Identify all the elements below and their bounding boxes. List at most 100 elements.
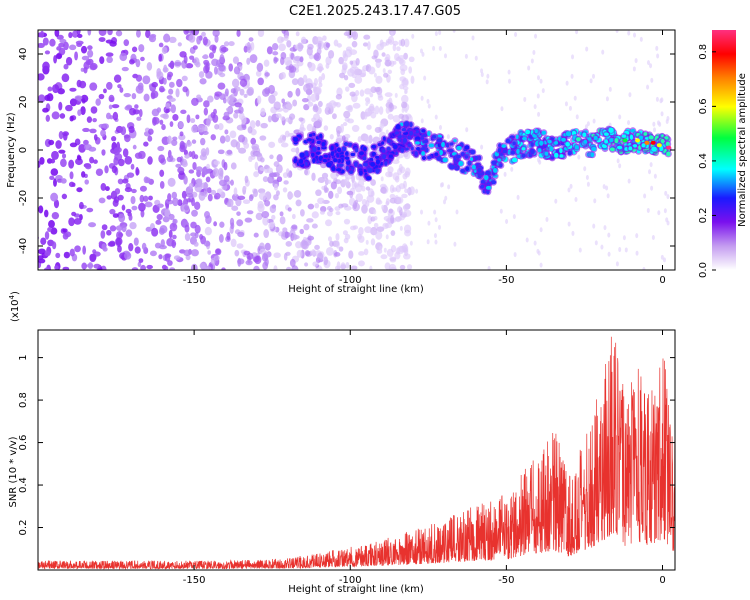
spectrogram-cell <box>358 226 364 236</box>
spectrogram-cell <box>109 225 117 232</box>
x-tick-label: -50 <box>498 575 514 586</box>
spectrogram-cell <box>401 127 407 132</box>
spectrogram-cell <box>255 70 262 77</box>
spectrogram-cell <box>660 254 664 260</box>
spectrogram-cell <box>532 50 536 56</box>
spectrogram-cell <box>281 98 286 104</box>
spectrogram-cell <box>442 157 448 163</box>
spectrogram-cell <box>281 30 286 34</box>
spectrogram-cell <box>345 165 350 171</box>
spectrogram-cell <box>159 225 168 234</box>
spectrogram-cell <box>236 30 241 38</box>
spectrogram-cell <box>334 193 340 199</box>
spectrogram-cell <box>102 123 109 129</box>
spectrogram-cell <box>86 116 93 123</box>
spectrogram-cell <box>301 239 306 246</box>
spectrogram-cell <box>349 66 357 74</box>
spectrogram-cell <box>415 146 421 151</box>
spectrogram-cell <box>415 130 420 134</box>
spectrogram-cell <box>586 181 590 187</box>
spectrogram-cell <box>318 76 323 84</box>
spectrogram-cell <box>172 136 178 141</box>
spectrogram-cell <box>373 209 377 215</box>
spectrogram-cell <box>394 251 401 260</box>
spectrogram-cell <box>122 178 129 184</box>
spectrogram-cell <box>361 185 366 192</box>
spectrogram-cell <box>434 31 438 37</box>
spectrogram-cell <box>234 249 240 257</box>
spectrogram-cell <box>536 93 540 99</box>
spectrogram-cell <box>365 200 370 207</box>
spectrogram-cell <box>75 157 83 166</box>
spectrogram-cell <box>350 265 358 270</box>
spectrogram-cell <box>284 231 289 239</box>
spectrogram-cell <box>60 158 67 168</box>
spectrogram-cell <box>287 207 292 212</box>
spectrogram-cell <box>379 123 383 129</box>
spectrogram-cell <box>184 224 190 233</box>
spectrogram-cell <box>352 225 359 230</box>
spectrogram-cell <box>80 45 88 54</box>
spectrogram-cell <box>367 105 376 114</box>
spectrogram-cell <box>109 115 114 120</box>
spectrogram-cell <box>527 65 531 71</box>
spectrogram-cell <box>242 186 247 191</box>
spectrogram-cell <box>383 72 389 78</box>
spectrogram-cell <box>516 148 520 154</box>
spectrogram-cell <box>367 167 373 173</box>
spectrogram-cell <box>273 161 280 167</box>
spectrogram-cell <box>368 66 376 75</box>
spectrogram-cell <box>400 101 408 109</box>
spectrogram-cell <box>333 252 341 257</box>
spectrogram-cell <box>258 191 267 201</box>
spectrogram-cell <box>371 144 377 149</box>
spectrogram-cell <box>444 53 448 59</box>
spectrogram-cell <box>74 245 81 253</box>
spectrogram-cell <box>244 175 249 184</box>
spectrogram-cell <box>364 138 370 144</box>
spectrogram-cell <box>50 227 58 235</box>
spectrogram-cell <box>27 111 35 120</box>
spectrogram-cell <box>325 62 330 69</box>
spectrogram-cell <box>276 154 283 163</box>
spectrogram-cell <box>172 218 178 225</box>
spectrogram-cell <box>343 178 348 185</box>
spectrogram-cell <box>438 30 442 36</box>
spectrogram-cell <box>183 249 191 257</box>
spectrogram-cell <box>98 37 106 42</box>
spectrogram-cell <box>132 144 137 150</box>
spectrogram-cell <box>648 135 654 140</box>
spectrogram-cell <box>378 106 384 115</box>
spectrogram-cell <box>358 251 365 256</box>
spectrogram-cell <box>434 239 438 245</box>
spectrogram-cell <box>369 265 373 270</box>
spectrogram-cell <box>388 263 397 270</box>
spectrogram-cell <box>632 144 638 148</box>
spectrogram-cell <box>128 126 135 134</box>
spectrogram-cell <box>205 147 210 156</box>
spectrogram-cell <box>534 128 538 134</box>
spectrogram-cell <box>125 229 133 237</box>
spectrogram-cell <box>298 158 304 164</box>
spectrogram-cell <box>219 93 226 100</box>
spectrogram-cell <box>485 185 492 190</box>
spectrogram-cell <box>317 252 324 261</box>
spectrogram-cell <box>201 31 206 37</box>
spectrogram-cell <box>69 87 77 92</box>
spectrogram-cell <box>662 257 666 263</box>
spectrogram-cell <box>165 102 171 109</box>
spectrogram-cell <box>318 65 323 73</box>
spectrogram-cell <box>354 199 359 205</box>
spectrogram-cell <box>587 137 592 141</box>
spectrogram-cell <box>480 184 485 189</box>
spectrogram-cell <box>607 232 611 238</box>
spectrogram-cell <box>401 243 408 253</box>
spectrogram-cell <box>68 44 77 51</box>
spectrogram-cell <box>427 155 432 160</box>
spectrogram-cell <box>382 222 389 230</box>
spectrogram-cell <box>312 261 319 267</box>
spectrogram-cell <box>26 156 32 164</box>
spectrogram-cell <box>219 53 225 64</box>
spectrogram-cell <box>385 38 393 44</box>
spectrogram-cell <box>207 193 213 202</box>
